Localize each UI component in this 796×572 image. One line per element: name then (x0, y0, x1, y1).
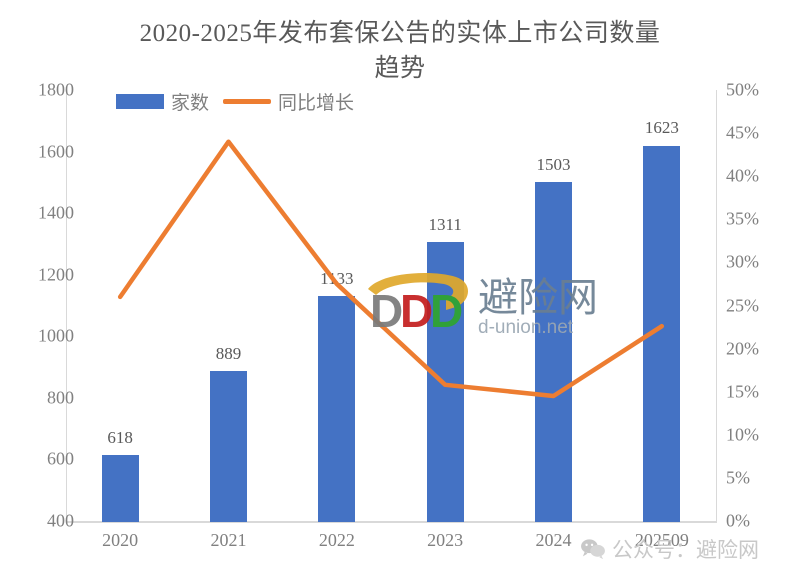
y-axis-left-tick: 1400 (38, 202, 74, 223)
legend-item-line[interactable]: 同比增长 (223, 88, 354, 115)
watermark-domain: d-union.net (478, 317, 574, 338)
x-axis-tick: 2023 (427, 530, 464, 550)
x-axis-tick: 2020 (102, 530, 139, 550)
y-axis-right-tick: 50% (726, 79, 759, 100)
legend-swatch-bar-icon (116, 94, 164, 109)
y-axis-right-tick: 5% (726, 467, 750, 488)
watermark-logo-d2: D (400, 285, 433, 337)
bar[interactable] (210, 371, 247, 522)
x-axis-tick: 2022 (318, 530, 355, 550)
y-axis-right-tick: 30% (726, 251, 759, 272)
bar[interactable] (318, 296, 356, 522)
x-axis-tick: 2021 (210, 530, 247, 550)
bar-value-label: 1503 (536, 155, 571, 175)
y-axis-right-tick: 25% (726, 295, 759, 315)
bar-value-label: 618 (107, 427, 133, 447)
watermark-logo-d1: D (370, 285, 403, 337)
watermark-bottom-text: 公众号：避险网 (612, 539, 759, 562)
watermark-bottom: 公众号：避险网 (580, 534, 759, 564)
y-axis-right-tick: 15% (726, 381, 759, 402)
y-axis-left-tick: 400 (47, 510, 74, 531)
bar-value-label: 1623 (644, 118, 679, 138)
legend-swatch-line-icon (223, 99, 272, 104)
watermark-logo-d3: D (430, 285, 463, 337)
x-axis-line (66, 521, 717, 523)
y-axis-left-line (66, 90, 67, 522)
bar[interactable] (643, 145, 681, 522)
x-axis-tick: 2024 (535, 530, 572, 550)
y-axis-right-tick: 0% (726, 510, 750, 531)
chart-title: 2020-2025年发布套保公告的实体上市公司数量 趋势 (139, 20, 661, 82)
wechat-icon (581, 539, 605, 560)
legend-label-bars: 家数 (171, 93, 210, 114)
y-axis-right-tick: 35% (726, 208, 759, 229)
y-axis-left-tick: 1600 (38, 141, 74, 162)
chart-legend: 家数 同比增长 (116, 88, 354, 115)
y-axis-right-tick: 45% (726, 122, 759, 143)
y-axis-left-tick: 1800 (38, 79, 74, 100)
y-axis-right-tick: 20% (726, 338, 759, 359)
bar-value-label: 1311 (428, 214, 462, 234)
legend-item-bars[interactable]: 家数 (116, 88, 209, 115)
y-axis-right-tick: 40% (726, 165, 759, 186)
bar-value-label: 889 (215, 344, 242, 364)
y-axis-left-tick: 800 (47, 387, 74, 408)
y-axis-left-tick: 1200 (38, 264, 74, 285)
watermark-brand-cn: 避险网 (478, 275, 598, 320)
y-axis-left-tick: 1000 (38, 325, 74, 346)
y-axis-right-tick: 10% (726, 424, 759, 445)
legend-label-line: 同比增长 (278, 93, 355, 114)
y-axis-left-tick: 600 (47, 448, 74, 469)
x-axis-tick: 202509 (634, 530, 689, 550)
bar[interactable] (101, 454, 139, 522)
y-axis-right-line (716, 90, 717, 522)
watermark-center: D D D 避险网 d-union.net (360, 255, 600, 355)
